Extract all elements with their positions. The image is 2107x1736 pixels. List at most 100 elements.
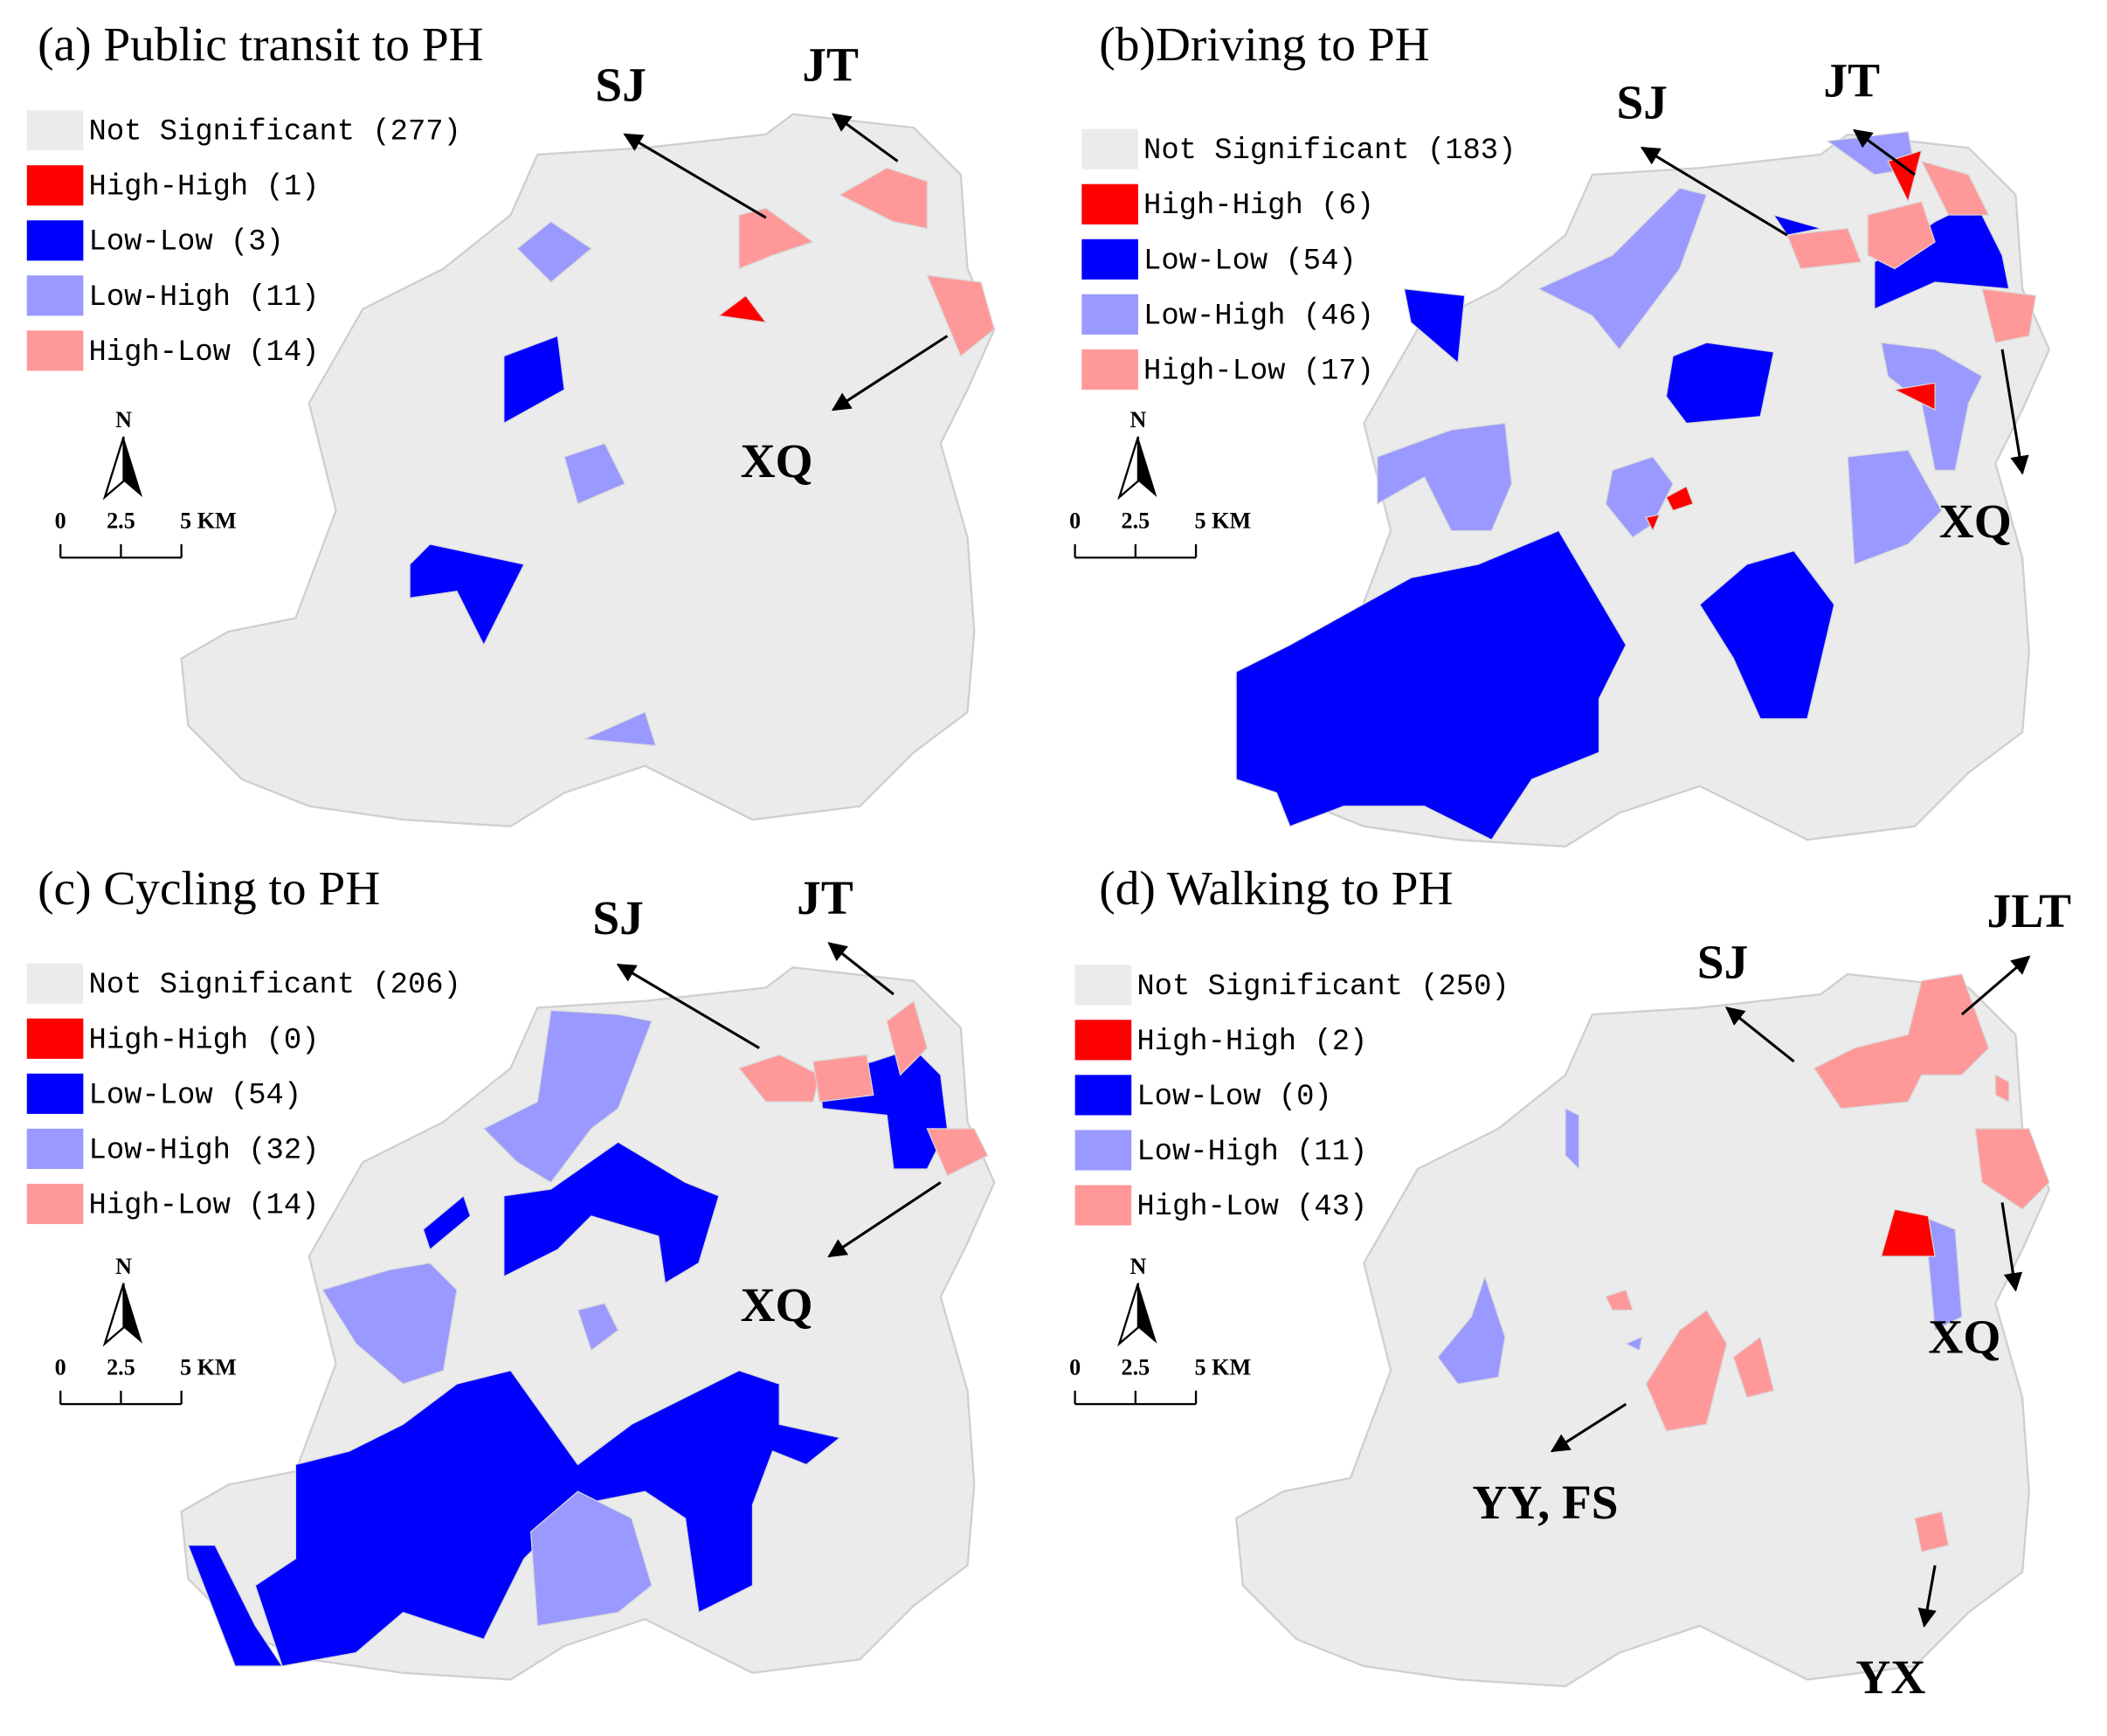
legend-swatch <box>26 1073 84 1114</box>
cluster-region <box>529 1490 653 1627</box>
cluster-region <box>926 274 996 357</box>
north-arrow <box>1137 436 1157 498</box>
legend-label: High-Low (14) <box>89 1189 320 1222</box>
cluster-region <box>563 442 626 505</box>
legend-label: Low-Low (3) <box>89 226 284 259</box>
scale-label: 0 <box>1069 1354 1081 1380</box>
legend-swatch <box>1081 294 1138 335</box>
map-panel: (c) Cycling to PH Not Significant (206) Hi… <box>26 861 996 1681</box>
cluster-region <box>1645 514 1661 532</box>
legend-label: High-Low (43) <box>1136 1191 1367 1224</box>
place-label: YX <box>1855 1650 1925 1704</box>
legend-label: Low-Low (0) <box>1136 1081 1331 1114</box>
leader-arrow <box>827 1181 942 1258</box>
north-arrow <box>102 436 125 501</box>
cluster-region <box>582 711 657 747</box>
leader-arrow <box>2000 1202 2023 1292</box>
legend-swatch <box>26 275 84 316</box>
place-label: JLT <box>1987 884 2072 937</box>
leader-arrow <box>1853 128 1916 176</box>
map-panel: (a) Public transit to PH Not Significant … <box>26 17 996 827</box>
place-label: XQ <box>1939 495 2012 548</box>
north-arrow <box>1137 1283 1157 1344</box>
scale-label: 2.5 <box>107 508 135 533</box>
panel-title: (b)Driving to PH <box>1099 17 1429 71</box>
legend-label: High-High (2) <box>1136 1026 1367 1059</box>
north-arrow <box>102 1283 125 1347</box>
legend-swatch <box>26 1018 84 1059</box>
cluster-region <box>503 335 565 425</box>
leader-arrow <box>2000 349 2029 475</box>
legend-swatch <box>26 963 84 1004</box>
north-arrow <box>123 436 143 498</box>
cluster-region <box>482 1009 653 1184</box>
cluster-region <box>886 999 929 1076</box>
cluster-region <box>1880 1208 1936 1257</box>
cluster-region <box>516 220 592 283</box>
cluster-region <box>1813 973 1990 1110</box>
cluster-region <box>187 1544 284 1667</box>
scale-label: 5 KM <box>1195 508 1252 533</box>
cluster-region <box>1403 287 1466 364</box>
cluster-region <box>1624 1336 1643 1352</box>
place-label: JT <box>1823 54 1880 107</box>
legend-swatch <box>1081 349 1138 390</box>
cluster-region <box>1847 449 1943 565</box>
leader-arrow <box>1960 955 2031 1016</box>
leader-arrow <box>623 133 767 219</box>
cluster-region <box>503 1141 720 1284</box>
scale-label: 5 KM <box>1195 1354 1252 1380</box>
legend-swatch <box>1081 239 1138 280</box>
cluster-region <box>1565 1107 1580 1171</box>
legend-label: Not Significant (206) <box>89 969 461 1002</box>
place-label: SJ <box>1697 936 1748 989</box>
north-arrow <box>1117 1283 1140 1347</box>
legend-swatch <box>1081 183 1138 225</box>
cluster-region <box>321 1262 458 1385</box>
place-label: XQ <box>741 1278 813 1331</box>
place-label: JT <box>797 871 853 924</box>
north-label: N <box>115 407 132 432</box>
legend-label: Low-Low (54) <box>89 1079 302 1112</box>
cluster-region <box>1914 1511 1950 1553</box>
legend-swatch <box>26 330 84 371</box>
leader-arrow <box>831 113 899 163</box>
legend-swatch <box>1074 1020 1132 1061</box>
legend-label: High-High (1) <box>89 171 320 204</box>
north-label: N <box>1129 407 1146 432</box>
cluster-region <box>812 1054 874 1103</box>
cluster-region <box>1867 200 1936 270</box>
cluster-region <box>926 1128 989 1177</box>
north-arrow <box>1117 436 1140 501</box>
north-label: N <box>1129 1254 1146 1279</box>
leader-arrow <box>1550 1402 1627 1453</box>
legend-swatch <box>1074 965 1132 1006</box>
cluster-region <box>1537 187 1708 350</box>
place-label: YY, FS <box>1472 1476 1618 1529</box>
panel-title: (a) Public transit to PH <box>38 17 484 71</box>
place-label: XQ <box>741 434 813 488</box>
legend-label: Not Significant (250) <box>1136 971 1509 1004</box>
place-label: SJ <box>592 891 643 944</box>
place-label: SJ <box>595 58 646 111</box>
legend-swatch <box>1074 1130 1132 1171</box>
cluster-region <box>577 1303 619 1352</box>
legend-label: High-Low (17) <box>1143 355 1374 388</box>
cluster-region <box>1437 1275 1506 1385</box>
legend-label: Low-High (32) <box>89 1134 320 1167</box>
legend-label: Not Significant (183) <box>1143 135 1516 168</box>
cluster-region <box>1377 422 1513 532</box>
cluster-region <box>1920 160 1990 216</box>
leader-arrow <box>827 942 895 996</box>
cluster-region <box>839 167 929 230</box>
leader-arrow <box>616 963 760 1049</box>
scale-label: 0 <box>55 508 66 533</box>
cluster-region <box>409 543 525 647</box>
scale-label: 2.5 <box>107 1354 135 1380</box>
leader-arrow <box>1640 146 1788 237</box>
cluster-region <box>1974 1128 2050 1210</box>
study-area <box>1234 972 2051 1688</box>
place-label: XQ <box>1928 1311 2000 1364</box>
scale-label: 0 <box>55 1354 66 1380</box>
cluster-region <box>1772 214 1821 236</box>
